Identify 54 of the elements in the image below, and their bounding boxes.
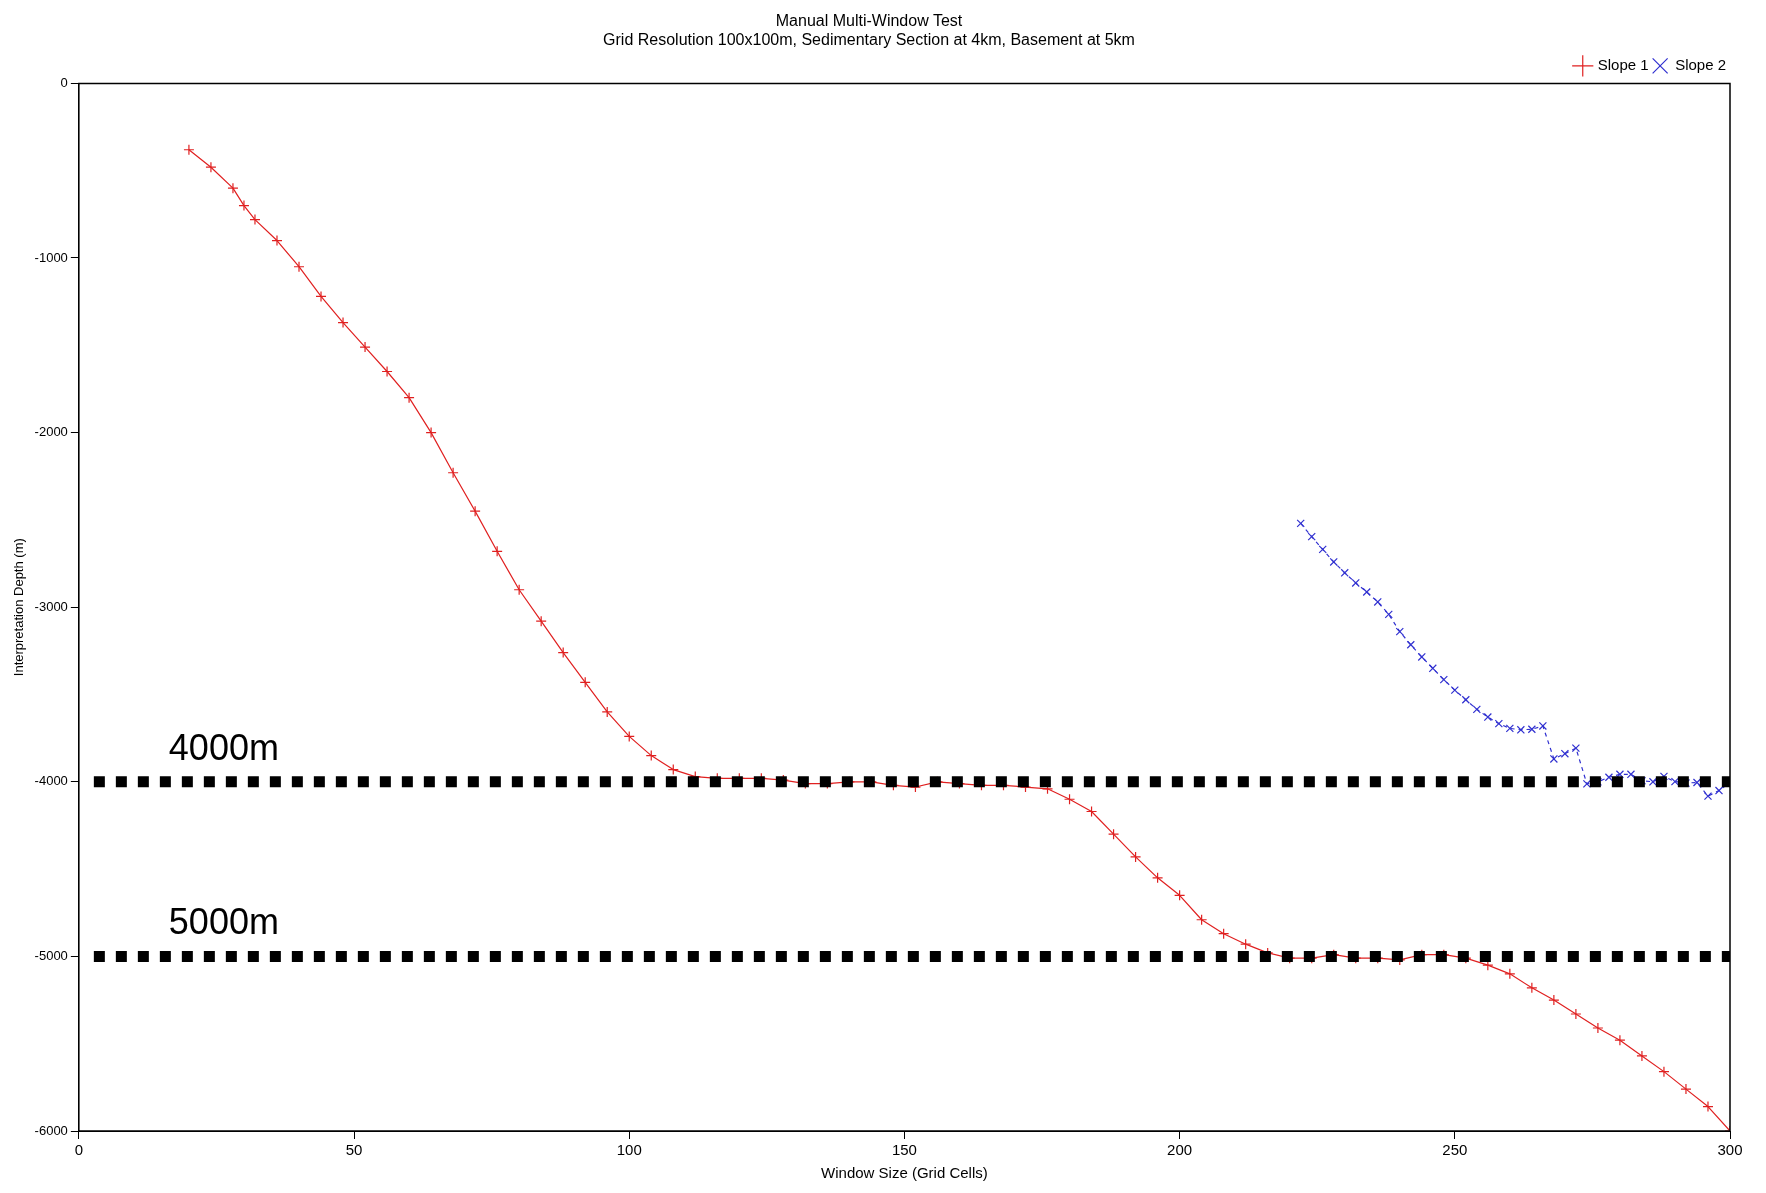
- point: [1384, 610, 1393, 619]
- point: [1340, 568, 1349, 577]
- point: [1538, 721, 1548, 731]
- y-tick-label: -1000: [34, 249, 68, 265]
- point: [1703, 791, 1713, 801]
- legend-label: Slope 1: [1597, 56, 1649, 74]
- y-tick-label: -6000: [34, 1122, 68, 1138]
- point: [1571, 743, 1581, 753]
- point: [1604, 773, 1614, 782]
- point: [1318, 545, 1327, 554]
- point: [1483, 712, 1492, 722]
- ref-line-label: 5000m: [168, 901, 279, 943]
- y-tick-label: -4000: [34, 773, 68, 789]
- point: [1505, 724, 1514, 733]
- point: [1373, 597, 1382, 607]
- x-tick-label: 0: [74, 1141, 84, 1159]
- point: [1428, 664, 1437, 673]
- point: [1560, 749, 1570, 758]
- x-axis-title: Window Size (Grid Cells): [821, 1164, 988, 1182]
- point: [1527, 725, 1536, 734]
- x-tick-label: 200: [1167, 1141, 1193, 1159]
- point: [1494, 719, 1503, 728]
- point: [1461, 695, 1470, 704]
- point: [1472, 705, 1481, 714]
- y-tick-label: -5000: [34, 947, 68, 963]
- legend-label: Slope 2: [1675, 56, 1726, 74]
- point: [1615, 770, 1625, 779]
- ref-line-label: 4000m: [168, 726, 279, 768]
- point: [1450, 686, 1459, 695]
- x-tick-label: 150: [891, 1141, 917, 1159]
- point: [1395, 627, 1404, 636]
- y-tick-label: -3000: [34, 598, 68, 614]
- point: [1439, 675, 1448, 684]
- point: [1329, 557, 1338, 567]
- x-tick-label: 300: [1717, 1141, 1743, 1159]
- point: [1406, 640, 1415, 649]
- point: [1714, 786, 1724, 795]
- point: [1351, 578, 1360, 588]
- point: [1549, 754, 1559, 764]
- x-tick-label: 50: [345, 1141, 363, 1159]
- point: [1362, 587, 1371, 597]
- point: [1296, 519, 1305, 528]
- point: [1626, 770, 1636, 779]
- point: [1582, 779, 1592, 789]
- x-tick-label: 250: [1442, 1141, 1468, 1159]
- point: [1516, 725, 1525, 734]
- chart-title: Manual Multi-Window Test: [775, 12, 963, 30]
- y-axis-title: Interpretation Depth (m): [11, 538, 27, 677]
- y-tick-label: 0: [60, 74, 68, 90]
- point: [1417, 652, 1426, 662]
- point: [1307, 532, 1316, 541]
- y-tick-label: -2000: [34, 424, 68, 440]
- chart-subtitle: Grid Resolution 100x100m, Sedimentary Section at 4km, Basement at 5km: [603, 31, 1135, 49]
- x-tick-label: 100: [616, 1141, 642, 1159]
